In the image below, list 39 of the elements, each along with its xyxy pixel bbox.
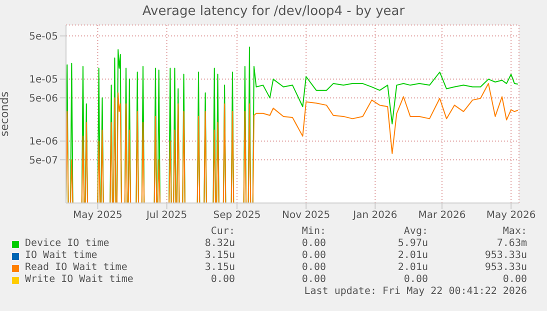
- y-tick-label: 1e-05: [29, 74, 58, 86]
- text: 2.01u: [396, 262, 428, 274]
- y-tick-label: 5e-06: [29, 93, 58, 104]
- text: 0.00: [300, 262, 326, 274]
- text: 5.97u: [396, 238, 428, 250]
- legend-label: Read IO Wait time: [24, 262, 128, 274]
- legend-label: Device IO time: [24, 238, 110, 250]
- text: 0.00: [300, 250, 326, 262]
- legend-label: Write IO Wait time: [24, 274, 134, 286]
- text: 0.00: [300, 238, 326, 250]
- x-tick-label: May 2026: [486, 210, 536, 222]
- text: 0.00: [210, 274, 235, 286]
- chart-title: Average latency for /dev/loop4 - by year: [141, 4, 406, 19]
- text: 3.15u: [204, 250, 235, 262]
- text: Cur:: [210, 226, 235, 238]
- x-tick-label: May 2025: [73, 210, 122, 222]
- y-tick-label: 5e-05: [29, 31, 58, 42]
- text: Last update: Fri May 22 00:41:22 2026: [303, 286, 527, 298]
- legend-label: IO Wait time: [24, 250, 98, 262]
- text: 2.01u: [396, 250, 428, 262]
- text: 953.33u: [484, 262, 527, 274]
- y-tick-label: 1e-06: [29, 136, 58, 148]
- text: 0.00: [402, 274, 428, 286]
- text: 8.32u: [204, 238, 235, 250]
- x-tick-label: Jan 2026: [352, 210, 398, 222]
- y-tick-label: 5e-07: [29, 155, 58, 166]
- text: 7.63m: [496, 238, 527, 250]
- text: 953.33u: [484, 250, 527, 262]
- x-tick-label: Jul 2025: [145, 210, 188, 222]
- text: Avg:: [402, 226, 428, 238]
- text: Max:: [502, 226, 527, 238]
- text: Min:: [300, 226, 326, 238]
- x-tick-label: Mar 2026: [418, 210, 466, 222]
- text: 0.00: [300, 274, 326, 286]
- text: 3.15u: [204, 262, 235, 274]
- x-tick-label: Sep 2025: [213, 210, 261, 222]
- x-tick-label: Nov 2025: [282, 210, 330, 222]
- y-axis-title: seconds: [0, 91, 11, 136]
- text: 0.00: [502, 274, 527, 286]
